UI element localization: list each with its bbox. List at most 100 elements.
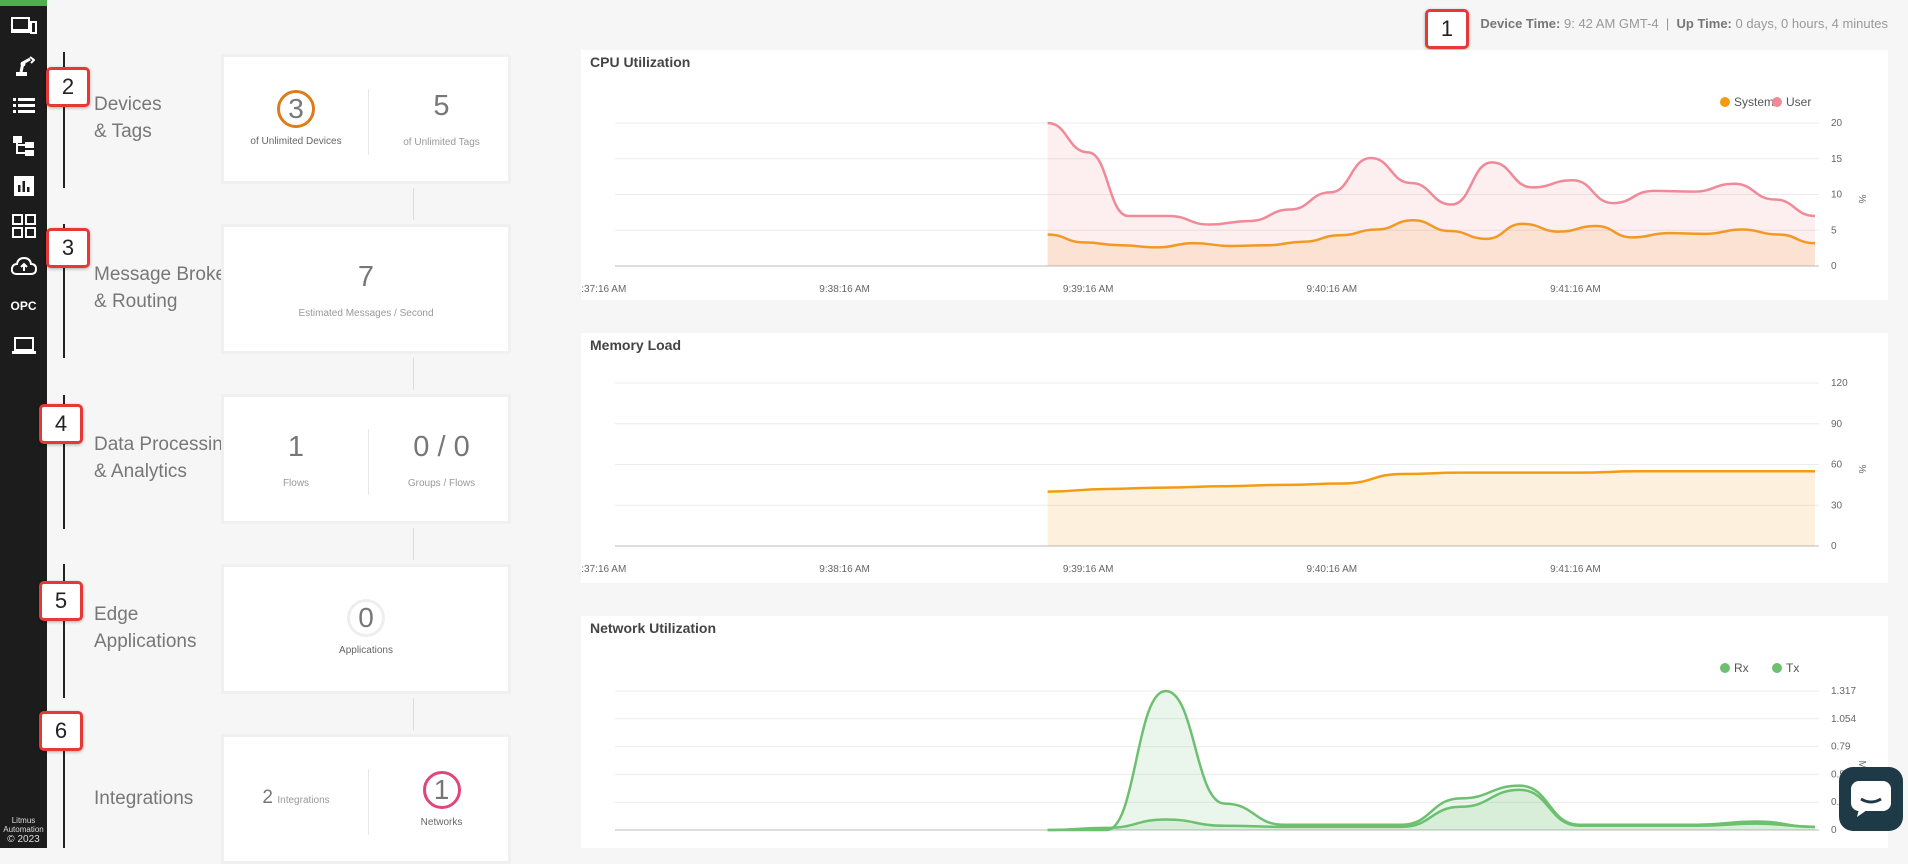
devices-tags-title-line2: & Tags <box>94 118 162 145</box>
integrations-title[interactable]: Integrations <box>94 785 193 812</box>
messages-count: 7 <box>224 261 508 294</box>
data-processing-title-line2: & Analytics <box>94 458 233 485</box>
series-area-rx <box>1048 691 1815 830</box>
edge-applications-title[interactable]: Edge Applications <box>94 601 196 655</box>
uptime-label: Up Time: <box>1677 16 1732 31</box>
analytics-icon[interactable] <box>8 172 39 200</box>
integrations-count: 2 <box>262 787 273 808</box>
laptop-icon[interactable] <box>8 332 39 360</box>
devices-tags-card[interactable]: 3 of Unlimited Devices 5 of Unlimited Ta… <box>221 54 511 184</box>
devices-label: of Unlimited Devices <box>224 136 368 147</box>
legend-swatch-system <box>1720 97 1730 107</box>
tags-count: 5 <box>369 90 514 123</box>
message-broker-card[interactable]: 7 Estimated Messages / Second <box>221 224 511 354</box>
y-tick-label: 120 <box>1831 378 1848 389</box>
y-tick-label: 1.317 <box>1831 686 1856 697</box>
callout-marker-3: 3 <box>46 228 90 268</box>
legend-label-user: User <box>1786 95 1811 109</box>
edge-applications-title-line2: Applications <box>94 628 196 655</box>
legend-swatch-user <box>1772 97 1782 107</box>
card-connector <box>413 528 414 560</box>
y-tick-label: 10 <box>1831 190 1843 201</box>
sidebar-accent-bar <box>0 0 47 6</box>
network-utilization-panel: Network Utilization 1.3171.0540.790.5270… <box>581 616 1888 848</box>
integrations-stat: 2 Integrations <box>224 787 368 809</box>
y-tick-label: 15 <box>1831 154 1843 165</box>
devices-icon[interactable] <box>8 12 39 40</box>
y-unit-label: % <box>1856 465 1867 474</box>
y-tick-label: 60 <box>1831 460 1843 471</box>
device-status-bar: Device Time: 9: 42 AM GMT-4 | Up Time: 0… <box>1480 16 1888 31</box>
message-broker-title[interactable]: Message Broker & Routing <box>94 261 232 315</box>
footer-company-line2: Automation <box>0 825 47 834</box>
integrations-card[interactable]: 2 Integrations 1 Networks <box>221 734 511 864</box>
devices-tags-title-line1: Devices <box>94 91 162 118</box>
callout-marker-5: 5 <box>39 581 83 621</box>
networks-stat: 1 Networks <box>369 771 514 828</box>
cloud-upload-icon[interactable] <box>8 252 39 280</box>
devices-stat: 3 of Unlimited Devices <box>224 90 368 147</box>
messages-label: Estimated Messages / Second <box>224 308 508 319</box>
y-tick-label: 0 <box>1831 825 1837 836</box>
legend-label-tx: Tx <box>1786 661 1799 675</box>
callout-marker-6: 6 <box>39 711 83 751</box>
devices-tags-title[interactable]: Devices & Tags <box>94 91 162 145</box>
y-tick-label: 30 <box>1831 500 1843 511</box>
message-broker-title-line2: & Routing <box>94 288 232 315</box>
edge-applications-card[interactable]: 0 Applications <box>221 564 511 694</box>
y-tick-label: 1.054 <box>1831 714 1856 725</box>
y-unit-label: % <box>1856 195 1867 204</box>
timeline-line <box>63 734 65 848</box>
y-tick-label: 0 <box>1831 541 1837 552</box>
apps-grid-icon[interactable] <box>8 212 39 240</box>
cpu-utilization-chart: 20151050%9:37:16 AM9:38:16 AM9:39:16 AM9… <box>581 50 1888 300</box>
y-tick-label: 90 <box>1831 419 1843 430</box>
data-processing-card[interactable]: 1 Flows 0 / 0 Groups / Flows <box>221 394 511 524</box>
flows-label: Flows <box>224 478 368 489</box>
hierarchy-icon[interactable] <box>8 132 39 160</box>
networks-label: Networks <box>369 817 514 828</box>
message-broker-title-line1: Message Broker <box>94 261 232 288</box>
device-time-value: 9: 42 AM GMT-4 <box>1564 16 1659 31</box>
list-icon[interactable] <box>8 92 39 120</box>
y-tick-label: 20 <box>1831 118 1843 129</box>
opc-icon[interactable]: OPC <box>8 292 39 320</box>
footer-company-line1: Litmus <box>0 816 47 825</box>
robot-arm-icon[interactable] <box>8 52 39 80</box>
tags-label: of Unlimited Tags <box>369 137 514 148</box>
y-tick-label: 0 <box>1831 261 1837 272</box>
groups-label: Groups / Flows <box>369 478 514 489</box>
edge-applications-title-line1: Edge <box>94 601 196 628</box>
legend-label-system: System <box>1734 95 1774 109</box>
chat-bubble-icon <box>1849 779 1893 819</box>
groups-stat: 0 / 0 Groups / Flows <box>369 431 514 489</box>
callout-marker-2: 2 <box>46 67 90 107</box>
footer-copyright: © 2023 <box>0 834 47 846</box>
x-tick-label: 9:40:16 AM <box>1307 284 1358 295</box>
applications-stat: 0 Applications <box>224 599 508 656</box>
cpu-utilization-panel: CPU Utilization 20 15 10 5 0% 9:37:16 AM 9:38:… <box>581 50 1888 300</box>
callout-marker-4: 4 <box>39 404 83 444</box>
x-tick-label: 9:40:16 AM <box>1307 564 1358 575</box>
memory-load-chart: 120 90 60 30 0% 9:37:16 AM 9:38:16 AM 9:39:16 A… <box>581 333 1888 583</box>
legend-swatch-tx <box>1772 663 1782 673</box>
memory-load-panel: Memory Load 120 90 60 30 0% 9:37:16 AM 9:38:16… <box>581 333 1888 583</box>
series-area-system <box>1048 471 1815 546</box>
card-connector <box>413 698 414 730</box>
header-separator: | <box>1666 16 1669 31</box>
chat-widget-button[interactable] <box>1839 767 1903 831</box>
integrations-label: Integrations <box>277 795 329 806</box>
legend-label-rx: Rx <box>1734 661 1749 675</box>
networks-count-ring: 1 <box>423 771 461 809</box>
devices-count-ring: 3 <box>277 90 315 128</box>
data-processing-title[interactable]: Data Processing & Analytics <box>94 431 233 485</box>
y-tick-label: 0.79 <box>1831 742 1851 753</box>
card-connector <box>413 358 414 390</box>
device-time-label: Device Time: <box>1480 16 1560 31</box>
applications-count-ring: 0 <box>347 599 385 637</box>
callout-marker-1: 1 <box>1425 9 1469 49</box>
groups-count: 0 / 0 <box>369 431 514 464</box>
flows-count: 1 <box>224 431 368 464</box>
legend-swatch-rx <box>1720 663 1730 673</box>
